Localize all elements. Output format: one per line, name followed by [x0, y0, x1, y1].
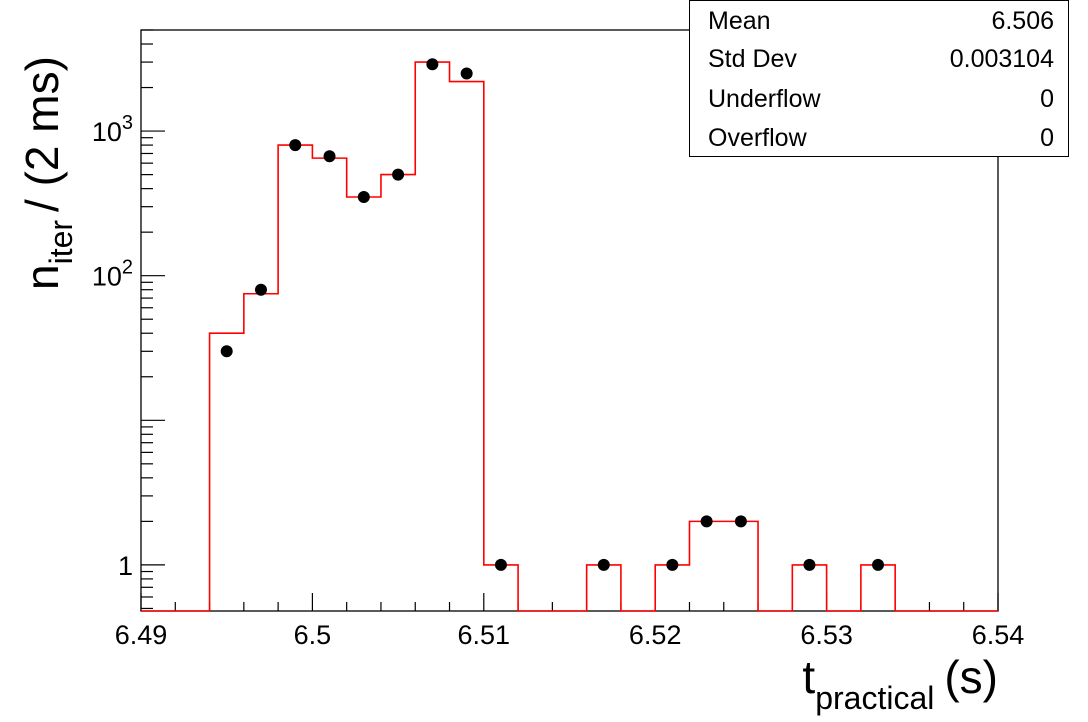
data-point [323, 150, 336, 163]
x-axis-title-sub: practical [815, 680, 934, 716]
data-point [460, 67, 473, 80]
stats-row-stddev: Std Dev 0.003104 [708, 41, 1054, 77]
x-tick-label: 6.5 [294, 620, 332, 650]
data-point [803, 558, 816, 571]
stats-value: 0 [1040, 85, 1054, 113]
x-tick-label: 6.53 [800, 620, 853, 650]
y-tick-label: 1 [118, 551, 133, 581]
data-point [392, 168, 405, 181]
y-tick-label: 102 [92, 257, 133, 292]
data-point [872, 558, 885, 571]
x-tick-label: 6.51 [458, 620, 511, 650]
y-tick-labels: 1 102 103 [92, 112, 133, 581]
x-tick-label: 6.49 [115, 620, 168, 650]
stats-label: Std Dev [708, 45, 797, 73]
y-axis-title-unit: / (2 ms) [16, 56, 68, 212]
data-point [254, 283, 267, 296]
x-tick-labels: 6.49 6.5 6.51 6.52 6.53 6.54 [115, 620, 1025, 650]
stats-box: Mean 6.506 Std Dev 0.003104 Underflow 0 … [689, 0, 1069, 157]
data-point [289, 139, 302, 152]
data-point [597, 558, 610, 571]
stats-row-mean: Mean 6.506 [708, 3, 1054, 39]
x-axis-title-main: t [802, 651, 815, 703]
y-tick-label: 103 [92, 112, 133, 147]
data-points-series [220, 58, 885, 571]
stats-label: Mean [708, 7, 771, 35]
x-tick-label: 6.54 [972, 620, 1025, 650]
x-axis-title: tpractical (s) [802, 651, 998, 716]
stats-value: 0 [1040, 124, 1054, 152]
data-point [220, 345, 233, 358]
stats-label: Overflow [708, 124, 807, 152]
x-axis-title-unit: (s) [944, 651, 998, 703]
stats-label: Underflow [708, 85, 821, 113]
data-point [357, 191, 370, 204]
stats-value: 0.003104 [949, 45, 1054, 73]
x-tick-label: 6.52 [629, 620, 682, 650]
y-axis-title: niter / (2 ms) [16, 56, 79, 290]
data-point [426, 58, 439, 71]
data-point [734, 515, 747, 528]
y-axis-title-main: n [16, 264, 68, 290]
y-axis-title-sub: iter [43, 220, 79, 265]
data-point [666, 558, 679, 571]
stats-value: 6.506 [991, 7, 1054, 35]
data-point [700, 515, 713, 528]
stats-row-underflow: Underflow 0 [708, 81, 1054, 117]
data-point [494, 558, 507, 571]
stats-row-overflow: Overflow 0 [708, 120, 1054, 156]
